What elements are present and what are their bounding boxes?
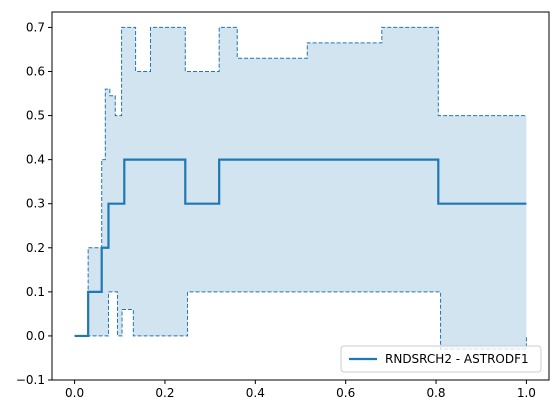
x-tick-label: 1.0: [517, 386, 536, 400]
confidence-band-layer: [74, 26, 527, 350]
legend: RNDSRCH2 - ASTRODF1: [340, 345, 542, 373]
y-tick-label: 0.7: [26, 20, 45, 34]
y-tick-label: 0.2: [26, 241, 45, 255]
y-tick-label: 0.6: [26, 64, 45, 78]
y-tick-label: 0.4: [26, 153, 45, 167]
x-tick-label: 0.0: [65, 386, 84, 400]
x-tick-label: 0.6: [336, 386, 355, 400]
confidence-band-lower-line: [74, 291, 527, 350]
y-tick-label: 0.1: [26, 285, 45, 299]
confidence-band-upper-line: [74, 26, 527, 337]
axes-layer: 0.0 0.2 0.4 0.6 0.8 1.0 −0.1 0.0 0.1 0.2 0.3 0.4 0.5…: [16, 11, 550, 400]
x-tick-label: 0.2: [155, 386, 174, 400]
y-tick-label: 0.3: [26, 197, 45, 211]
confidence-band-fill: [74, 27, 527, 350]
legend-label: RNDSRCH2 - ASTRODF1: [385, 352, 529, 366]
series-line-0: [74, 158, 527, 338]
plot-frame: [51, 11, 550, 381]
x-tick-label: 0.8: [426, 386, 445, 400]
y-tick-label: 0.5: [26, 109, 45, 123]
y-tick-label: 0.0: [26, 329, 45, 343]
series-layer: [74, 158, 527, 338]
x-tick-label: 0.4: [246, 386, 265, 400]
legend-box: [340, 345, 542, 373]
y-tick-label: −0.1: [16, 373, 45, 387]
